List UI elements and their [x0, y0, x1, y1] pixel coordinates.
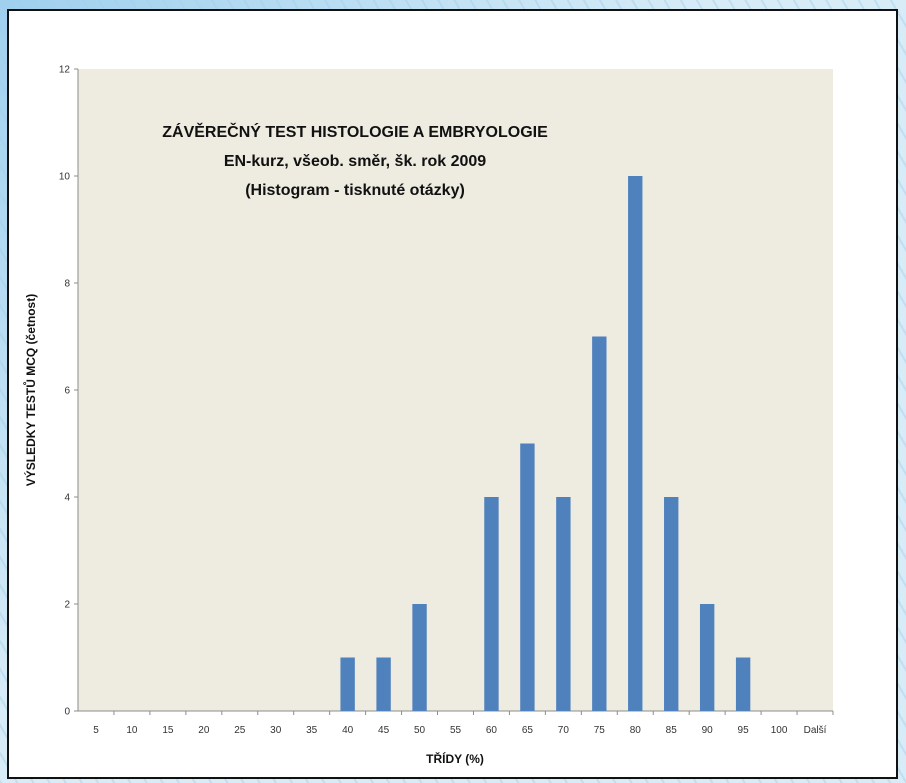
y-tick-label: 4: [64, 493, 70, 504]
histogram-bar: [520, 443, 535, 711]
x-tick-label: 95: [738, 725, 750, 736]
y-tick-label: 0: [64, 707, 70, 718]
x-tick-label: 80: [630, 725, 642, 736]
x-tick-label: 100: [771, 725, 788, 736]
histogram-bar: [628, 176, 643, 711]
y-axis-label: VÝSLEDKY TESTŮ MCQ (četnost): [22, 294, 38, 486]
x-tick-label: 10: [126, 725, 138, 736]
histogram-bar: [376, 657, 391, 711]
histogram-bar: [484, 497, 499, 711]
histogram-bar: [556, 497, 571, 711]
x-tick-label: 20: [198, 725, 210, 736]
y-tick-label: 10: [59, 172, 71, 183]
y-tick-label: 8: [64, 279, 70, 290]
x-axis-label: TŘÍDY (%): [426, 751, 484, 766]
x-tick-label: 65: [522, 725, 534, 736]
y-tick-label: 2: [64, 600, 70, 611]
histogram-bar: [735, 657, 751, 711]
chart-title-line-2: EN-kurz, všeob. směr, šk. rok 2009: [224, 153, 486, 170]
x-tick-label: 5: [93, 725, 99, 736]
chart-title-line-1: ZÁVĚREČNÝ TEST HISTOLOGIE A EMBRYOLOGIE: [162, 122, 548, 141]
x-tick-label: 40: [342, 725, 354, 736]
histogram-bar: [340, 657, 355, 711]
histogram-bar: [664, 497, 679, 711]
x-tick-label: 55: [450, 725, 462, 736]
x-tick-label: 90: [702, 725, 714, 736]
x-tick-label: 70: [558, 725, 570, 736]
x-tick-label: 75: [594, 725, 606, 736]
y-tick-label: 12: [59, 65, 71, 76]
x-tick-label: 15: [162, 725, 174, 736]
y-tick-label: 6: [64, 386, 70, 397]
x-tick-label: 30: [270, 725, 282, 736]
x-tick-label: 60: [486, 725, 498, 736]
histogram-bar: [412, 604, 427, 711]
x-tick-label: 35: [306, 725, 318, 736]
x-tick-label: 85: [666, 725, 678, 736]
x-tick-label: 50: [414, 725, 426, 736]
x-tick-label: 45: [378, 725, 390, 736]
histogram-bar: [699, 604, 715, 711]
chart-title-line-3: (Histogram - tisknuté otázky): [245, 182, 465, 199]
x-tick-label: 25: [234, 725, 246, 736]
histogram-bar: [592, 336, 607, 711]
x-tick-label: Další: [804, 725, 827, 736]
